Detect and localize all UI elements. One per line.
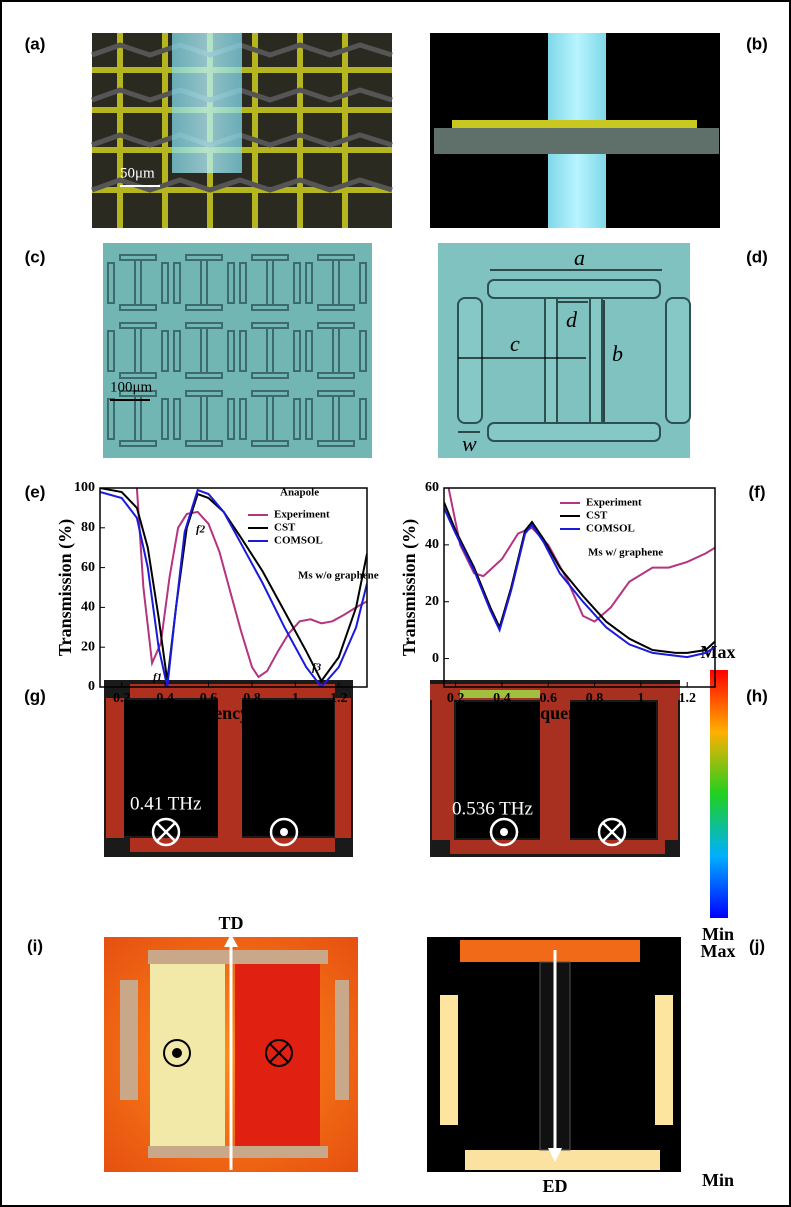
x-tick-label: 0.8 [243, 691, 261, 706]
x-tick-label: 1.2 [330, 691, 348, 706]
panel-label: (c) [25, 247, 46, 266]
image-d [438, 243, 691, 458]
y-axis-title: Transmission (%) [55, 519, 76, 656]
ed-label: ED [542, 1176, 567, 1196]
unit-cell [239, 390, 301, 447]
panel-label: (f) [749, 482, 766, 501]
x-axis-title: Frequency (THz) [167, 703, 299, 724]
y-tick-label: 60 [81, 560, 95, 575]
y-tick-label: 40 [425, 537, 439, 552]
panel-label: (b) [746, 34, 768, 53]
unit-cell [107, 254, 169, 311]
y-tick-label: 60 [425, 480, 439, 495]
data-line [444, 501, 715, 654]
y-tick-label: 20 [81, 639, 95, 654]
unit-cell [239, 254, 301, 311]
image-g [104, 680, 353, 857]
image-b [430, 33, 720, 228]
dim-label: c [510, 331, 520, 356]
panel-label: (g) [24, 686, 46, 705]
x-tick-label: 0.4 [156, 691, 174, 706]
scale-label: 50μm [120, 165, 155, 181]
image-h [430, 670, 728, 918]
legend-label: CST [274, 522, 296, 534]
annotation: f3 [312, 662, 322, 674]
data-line [444, 507, 715, 659]
y-tick-label: 100 [74, 480, 95, 495]
y-tick-label: 0 [88, 679, 95, 694]
image-a [91, 33, 393, 228]
y-axis-title: Transmission (%) [399, 519, 420, 656]
x-tick-label: 0.6 [200, 691, 218, 706]
unit-cell [305, 254, 367, 311]
x-tick-label: 1 [637, 691, 644, 706]
td-label: TD [218, 913, 243, 933]
freq-label: 0.536 THz [452, 798, 533, 819]
unit-cell [305, 390, 367, 447]
unit-cell [107, 322, 169, 379]
image-c [103, 243, 372, 458]
y-tick-label: 20 [425, 594, 439, 609]
plot-frame [99, 487, 368, 688]
dim-label: b [612, 341, 623, 366]
legend-label: Experiment [586, 497, 642, 509]
legend-label: COMSOL [274, 535, 323, 547]
x-axis-title: Frequency (THz) [513, 703, 645, 724]
dim-label: w [462, 431, 477, 456]
y-tick-label: 40 [81, 600, 95, 615]
panel-label: (e) [25, 482, 46, 501]
colorbar-max: Max [701, 941, 736, 961]
dim-label: d [566, 307, 578, 332]
annotation: Anapole [280, 487, 319, 499]
legend-label: CST [586, 510, 608, 522]
legend-label: Experiment [274, 509, 330, 521]
annotation: f2 [196, 524, 206, 536]
image-i [104, 934, 358, 1172]
panel-label: (d) [746, 247, 768, 266]
colorbar-min: Min [702, 1170, 734, 1190]
freq-label: 0.41 THz [130, 793, 201, 814]
image-j [427, 937, 681, 1172]
scale-label: 100μm [110, 379, 153, 395]
panel-label: (h) [746, 686, 768, 705]
y-tick-label: 80 [81, 520, 95, 535]
annotation: Ms w/ graphene [588, 547, 663, 559]
unit-cell [173, 322, 235, 379]
data-line [135, 488, 367, 679]
dim-label: a [574, 245, 585, 270]
unit-cell [173, 390, 235, 447]
y-tick-label: 0 [432, 651, 439, 666]
annotation: Ms w/o graphene [298, 570, 379, 582]
panel-label: (j) [749, 936, 765, 955]
x-tick-label: 0.6 [539, 691, 557, 706]
unit-cell [305, 322, 367, 379]
annotation: f1 [153, 672, 162, 684]
data-line [100, 488, 367, 687]
unit-cell [173, 254, 235, 311]
x-tick-label: 1 [292, 691, 299, 706]
panel-label: (i) [27, 936, 43, 955]
unit-cell [107, 390, 169, 447]
x-tick-label: 0.8 [586, 691, 604, 706]
data-line [100, 488, 367, 683]
x-tick-label: 0.2 [447, 691, 465, 706]
x-tick-label: 0.4 [493, 691, 511, 706]
unit-cell [239, 322, 301, 379]
colorbar-min: Min [702, 924, 734, 944]
panel-label: (a) [25, 34, 46, 53]
legend-label: COMSOL [586, 523, 635, 535]
plot-frame [443, 487, 716, 688]
data-line [447, 488, 715, 623]
x-tick-label: 1.2 [678, 691, 696, 706]
x-tick-label: 0.2 [113, 691, 131, 706]
